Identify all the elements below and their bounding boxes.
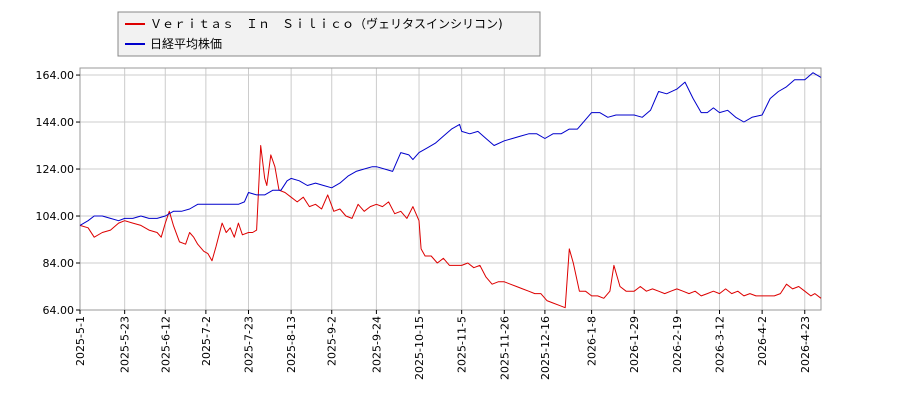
series-lines [79,72,822,309]
x-tick-label: 2025-11-5 [456,316,469,373]
x-tick-label: 2025-9-2 [326,316,339,366]
x-tick-label: 2025-5-23 [119,316,132,373]
x-tick-label: 2026-1-29 [628,316,641,373]
x-tick-label: 2025-10-15 [413,316,426,380]
x-tick-label: 2025-6-12 [159,316,172,373]
plot-area-frame [79,67,822,311]
y-tick-label: 144.00 [36,116,75,129]
legend: Ｖｅｒｉｔａｓ Ｉｎ Ｓｉｌｉｃｏ（ヴェリタスインシリコン) 日経平均株価 [117,11,541,57]
legend-box [117,11,541,57]
grid-lines [79,68,821,311]
x-tick-label: 2026-1-8 [586,316,599,366]
x-tick-label: 2025-9-24 [370,316,383,373]
y-tick-label: 164.00 [36,69,75,82]
x-tick-label: 2026-4-23 [799,316,812,373]
series-line-nikkei [79,72,822,226]
x-tick-label: 2025-11-26 [498,316,511,380]
x-tick-label: 2026-3-12 [713,316,726,373]
y-tick-label: 104.00 [36,210,75,223]
x-tick-label: 2026-2-19 [671,316,684,373]
x-tick-label: 2025-12-16 [539,316,552,380]
x-axis-ticks: 2025-5-1 2025-5-23 2025-6-12 2025-7-2 2025-7… [74,310,812,380]
x-tick-label: 2025-7-23 [243,316,256,373]
x-tick-label: 2025-8-13 [285,316,298,373]
series-line-veritas [79,145,822,309]
y-tick-label: 84.00 [43,257,75,270]
y-tick-label: 124.00 [36,163,75,176]
x-tick-label: 2025-5-1 [74,316,87,366]
y-tick-label: 64.00 [43,304,75,317]
y-axis-ticks: 64.00 84.00 104.00 124.00 144.00 164.00 [36,69,80,317]
x-tick-label: 2025-7-2 [200,316,213,366]
x-tick-label: 2026-4-2 [756,316,769,366]
legend-label-nikkei: 日経平均株価 [150,36,222,51]
legend-label-veritas: Ｖｅｒｉｔａｓ Ｉｎ Ｓｉｌｉｃｏ（ヴェリタスインシリコン) [150,16,503,31]
